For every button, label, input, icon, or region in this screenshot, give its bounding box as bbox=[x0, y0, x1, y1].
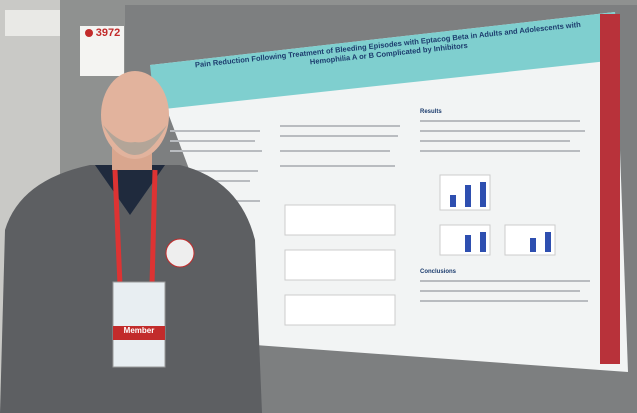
poster-sidebar bbox=[600, 14, 620, 364]
poster-number: 3972 bbox=[96, 27, 120, 39]
poster-figures bbox=[284, 174, 556, 326]
head bbox=[101, 71, 169, 159]
lanyard bbox=[112, 169, 158, 286]
badge-label: Member bbox=[124, 326, 155, 335]
section-heading: Conclusions bbox=[420, 269, 457, 275]
section-heading: Results bbox=[420, 109, 442, 115]
beard bbox=[103, 125, 167, 155]
badge bbox=[112, 281, 166, 368]
shirt bbox=[95, 165, 165, 215]
badge-band bbox=[113, 326, 165, 340]
pin bbox=[165, 238, 195, 268]
sign-logo bbox=[85, 29, 93, 37]
poster-header bbox=[150, 12, 617, 110]
ceiling-panel bbox=[5, 10, 60, 36]
